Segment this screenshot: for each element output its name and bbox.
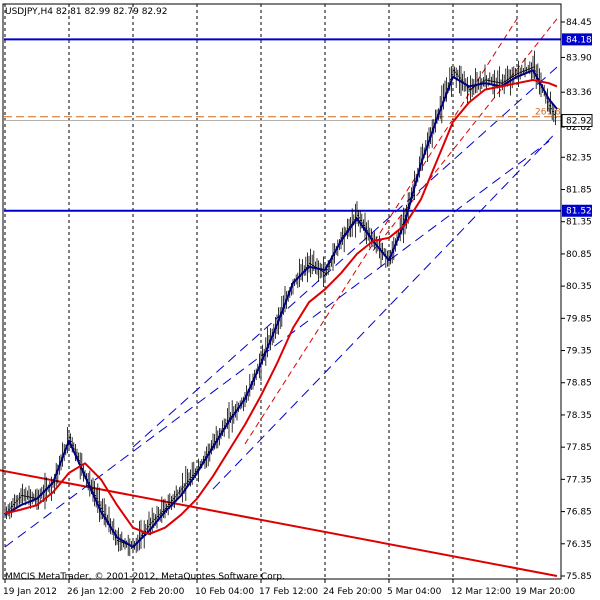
price-axis: 84.45 83.90 83.36 82.82 82.35 81.85 81.35 80.85… [561,18,593,582]
level-badge [562,33,592,46]
level-label: 84.18 [566,35,592,45]
price-label: 82.82 [566,123,592,133]
time-label: 10 Feb 04:00 [195,587,254,597]
fib-level-label: 261.8 [535,108,561,118]
price-label: 75.85 [566,572,592,582]
level-badge [562,204,592,217]
price-label: 79.85 [566,314,592,324]
trendline [4,140,550,548]
trendline [0,469,558,577]
time-label: 12 Mar 12:00 [451,587,511,597]
price-label: 78.85 [566,379,592,389]
copyright-text: MMCIS MetaTrader, © 2001-2012, MetaQuote… [5,572,285,582]
trendlines [0,18,558,577]
price-label: 83.36 [566,88,592,98]
time-label: 5 Mar 04:00 [387,587,442,597]
price-label: 84.45 [566,18,592,28]
time-label: 24 Feb 20:00 [323,587,382,597]
chart-title: USDJPY,H4 82.81 82.99 82.79 82.92 [5,7,167,17]
horizontal-levels: 261.8 [4,38,561,212]
price-label: 76.35 [566,540,592,550]
price-label: 77.85 [566,443,592,453]
trendline [244,18,518,445]
moving-averages [4,69,558,548]
trendline [212,131,558,490]
price-label: 79.35 [566,347,592,357]
plot-frame [2,3,562,580]
price-label: 80.35 [566,282,592,292]
price-label: 82.35 [566,153,592,163]
time-label: 19 Jan 2012 [3,587,57,597]
price-label: 83.90 [566,53,592,63]
time-label: 19 Mar 20:00 [515,587,575,597]
level-label: 81.52 [566,207,592,217]
current-price-label: 82.92 [566,117,592,127]
price-label: 77.35 [566,475,592,485]
time-label: 2 Feb 20:00 [131,587,185,597]
price-label: 81.85 [566,185,592,195]
fast-ma-line [4,69,558,548]
time-axis: 19 Jan 2012 26 Jan 12:00 2 Feb 20:00 10 Feb… [3,579,575,597]
time-label: 26 Jan 12:00 [67,587,124,597]
price-label: 78.35 [566,411,592,421]
slow-ma-line [4,79,558,536]
trendline [372,18,558,251]
price-label: 80.85 [566,250,592,260]
grid [4,4,518,579]
time-label: 17 Feb 12:00 [259,587,318,597]
price-label: 81.35 [566,218,592,228]
price-label: 76.85 [566,508,592,518]
current-price-badge [561,114,593,128]
